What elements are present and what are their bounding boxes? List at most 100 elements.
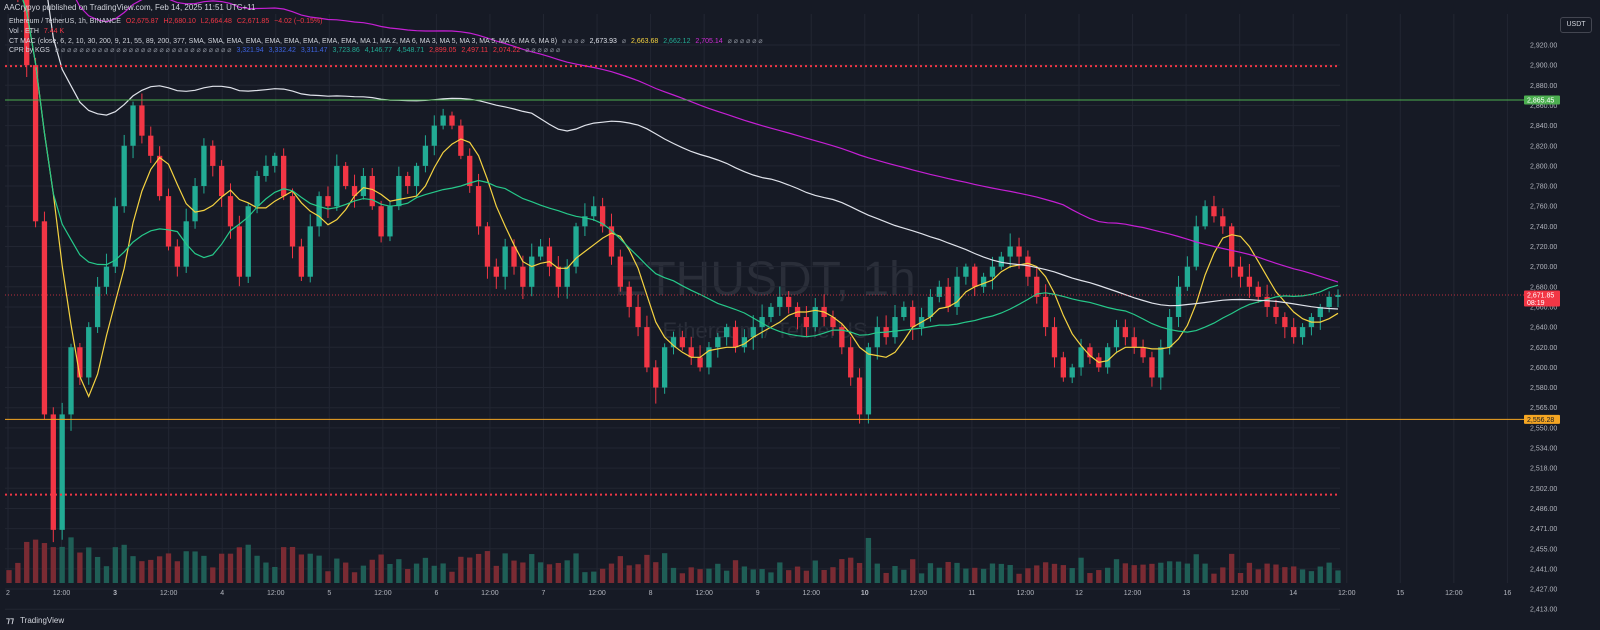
volume-bar xyxy=(741,566,748,583)
volume-bar xyxy=(405,569,411,583)
time-tick-label: 12:00 xyxy=(160,590,178,597)
time-tick-label: 12:00 xyxy=(910,590,928,597)
countdown-text: 08:19 xyxy=(1527,300,1545,307)
candle-body xyxy=(1255,286,1261,297)
price-tick-label: 2,880.00 xyxy=(1530,83,1557,90)
candle-body xyxy=(139,105,145,136)
volume-bar xyxy=(440,563,446,583)
symbol-legend[interactable]: Ethereum / TetherUS, 1h, BINANCE O2,675.… xyxy=(9,18,325,25)
horizontal-levels xyxy=(5,65,1524,496)
volume-bar xyxy=(998,563,1004,583)
time-tick-label: 8 xyxy=(649,590,653,597)
mac-legend[interactable]: CT MAC (close, 6, 2, 10, 30, 200, 9, 21,… xyxy=(9,37,766,45)
volume-bar xyxy=(484,551,491,583)
candle-body xyxy=(1087,347,1093,358)
volume-bar xyxy=(537,562,544,583)
candle-body xyxy=(1291,327,1297,338)
cpr-label: CPR by KGS xyxy=(9,47,50,54)
candle-body xyxy=(582,216,588,227)
candle-body xyxy=(555,266,561,287)
candle-body xyxy=(688,347,694,358)
candle-body xyxy=(670,337,677,348)
candle-body xyxy=(387,206,393,237)
watermark-main: ETHUSDT, 1h xyxy=(614,253,915,306)
time-tick-label: 14 xyxy=(1289,590,1297,597)
mac-sep-1: ⌀ xyxy=(621,38,627,45)
candle-body xyxy=(360,175,367,197)
mac-value-2: 2,663.68 xyxy=(631,38,659,45)
price-tick-label: 2,900.00 xyxy=(1530,63,1557,70)
volume-bar xyxy=(617,556,623,583)
candle-body xyxy=(1122,327,1129,338)
volume-bar xyxy=(1299,569,1306,583)
candle-body xyxy=(396,175,402,207)
cpr-value-1: 3,321.94 xyxy=(236,47,264,54)
price-tick-label: 2,740.00 xyxy=(1530,224,1557,231)
volume-bar xyxy=(794,566,801,583)
volume-bar xyxy=(387,563,393,583)
grid xyxy=(5,14,1508,610)
candle-body xyxy=(174,246,180,267)
price-tick-label: 2,471.00 xyxy=(1530,526,1557,533)
candle-body xyxy=(706,347,712,368)
volume-bar xyxy=(369,559,375,583)
volume-bar xyxy=(227,553,234,583)
candle-body xyxy=(537,246,544,257)
volume-bar xyxy=(343,562,349,583)
volume-bar xyxy=(351,572,358,583)
price-label-badge xyxy=(1524,414,1560,424)
time-tick-label: 5 xyxy=(327,590,331,597)
time-tick-label: 10 xyxy=(861,590,869,597)
volume-bar xyxy=(254,555,260,583)
candle-body xyxy=(520,266,526,287)
volume-bar xyxy=(1220,567,1226,583)
price-tick-label: 2,486.00 xyxy=(1530,506,1557,513)
volume-bar xyxy=(41,543,48,583)
volume-bar xyxy=(1264,563,1270,583)
price-tick-label: 2,780.00 xyxy=(1530,184,1557,191)
candle-body xyxy=(546,246,553,267)
candle-body xyxy=(24,0,30,66)
tradingview-brand[interactable]: ⁊⁊ TradingView xyxy=(6,616,64,625)
price-tick-label: 2,920.00 xyxy=(1530,43,1557,50)
time-tick-label: 12:00 xyxy=(695,590,713,597)
volume-bar xyxy=(1025,568,1031,583)
volume-bar xyxy=(121,544,127,583)
volume-bar xyxy=(1131,565,1137,583)
volume-bar xyxy=(201,555,207,583)
candle-body xyxy=(1007,246,1013,257)
candle-body xyxy=(165,196,172,247)
mac-value-4: 2,705.14 xyxy=(695,38,723,45)
candle-body xyxy=(591,206,597,217)
candle-body xyxy=(263,165,269,176)
volume-bar xyxy=(112,547,118,583)
volume-bar xyxy=(1042,562,1049,583)
cpr-value-6: 4,548.71 xyxy=(396,47,425,54)
candle-body xyxy=(343,165,349,187)
cpr-value-5: 4,146.77 xyxy=(364,47,392,54)
cpr-legend[interactable]: CPR by KGS ⌀ ⌀ ⌀ ⌀ ⌀ ⌀ ⌀ ⌀ ⌀ ⌀ ⌀ ⌀ ⌀ ⌀ ⌀… xyxy=(9,46,563,54)
volume-label: Vol · ETH xyxy=(9,28,39,35)
volume-bar xyxy=(1158,562,1164,583)
volume-bar xyxy=(750,569,756,583)
volume-bar xyxy=(1104,567,1111,583)
volume-legend[interactable]: Vol · ETH 7.44 K xyxy=(9,28,67,35)
volume-bar xyxy=(529,554,535,583)
time-tick-label: 12:00 xyxy=(1338,590,1356,597)
volume-bar xyxy=(148,559,154,583)
currency-button[interactable]: USDT xyxy=(1560,17,1592,33)
volume-bar xyxy=(980,568,987,583)
volume-bar xyxy=(1069,568,1075,583)
candle-body xyxy=(148,135,154,156)
price-tick-label: 2,800.00 xyxy=(1530,163,1557,170)
volume-bar xyxy=(910,559,916,583)
candle-body xyxy=(750,327,756,338)
candle-body xyxy=(892,317,898,338)
volume-bar xyxy=(449,571,455,583)
candle-body xyxy=(910,306,916,328)
candle-body xyxy=(1264,296,1270,307)
candle-body xyxy=(281,155,287,197)
candle-body xyxy=(218,165,225,197)
candle-body xyxy=(484,226,491,267)
